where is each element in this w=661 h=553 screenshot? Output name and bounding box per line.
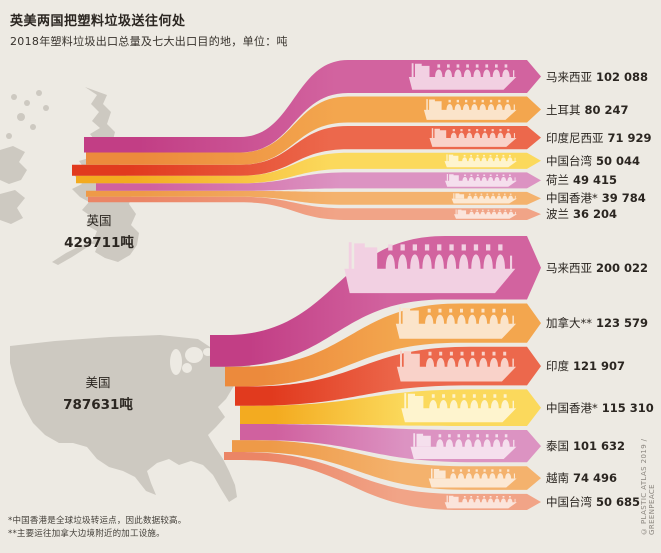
cargo-ship-icon: [444, 154, 517, 168]
ships-美国: [344, 242, 517, 509]
destination-value: 50 685: [596, 495, 641, 509]
destination-name: 印度尼西亚: [546, 130, 604, 145]
destination-value: 115 310: [601, 400, 654, 415]
chart-subtitle: 2018年塑料垃圾出口总量及七大出口目的地，单位：吨: [10, 35, 288, 48]
cargo-ship-icon: [344, 242, 516, 294]
destination-value: 101 632: [573, 439, 626, 454]
flow-美国-中国台湾: [224, 452, 541, 510]
destination-label: 波兰 36 204: [546, 206, 617, 222]
destination-name: 中国香港*: [546, 191, 598, 206]
destination-value: 200 022: [596, 260, 649, 275]
destination-name: 泰国: [546, 439, 569, 454]
destination-name: 荷兰: [546, 173, 569, 188]
flow-英国-波兰: [88, 196, 541, 220]
destination-label: 中国台湾 50 685: [546, 494, 640, 510]
flow-美国-马来西亚: [210, 236, 541, 367]
destination-name: 中国香港*: [546, 400, 598, 415]
destination-name: 波兰: [546, 207, 569, 222]
cargo-ship-icon: [454, 209, 517, 219]
footnotes: *中国香港是全球垃圾转运点，因此数据较高。 **主要运往加拿大边境附近的加工设施…: [8, 515, 186, 541]
destination-label: 中国台湾 50 044: [546, 153, 640, 169]
cargo-ship-icon: [396, 350, 517, 382]
chart-title: 英美两国把塑料垃圾送往何处: [10, 14, 186, 29]
destination-label: 中国香港* 39 784: [546, 190, 646, 206]
destination-label: 马来西亚 102 088: [546, 69, 648, 85]
uk-source-label: 英国 429711吨: [44, 210, 154, 251]
cargo-ship-icon: [428, 468, 517, 488]
flow-英国-中国香港*: [86, 190, 541, 205]
destination-label: 越南 74 496: [546, 470, 617, 486]
destination-name: 马来西亚: [546, 260, 592, 275]
destination-label: 中国香港* 115 310: [546, 400, 654, 416]
destination-label: 印度尼西亚 71 929: [546, 130, 652, 146]
cargo-ship-icon: [444, 495, 517, 509]
destination-name: 马来西亚: [546, 69, 592, 84]
header: 英美两国把塑料垃圾送往何处 2018年塑料垃圾出口总量及七大出口目的地，单位：吨: [10, 10, 288, 49]
flow-英国-中国台湾: [76, 152, 541, 184]
destination-value: 74 496: [573, 471, 618, 486]
destination-name: 越南: [546, 471, 569, 486]
destination-value: 49 415: [573, 173, 618, 188]
destination-name: 印度: [546, 359, 569, 374]
destination-label: 印度 121 907: [546, 358, 625, 374]
footnote-hongkong: *中国香港是全球垃圾转运点，因此数据较高。: [8, 516, 187, 526]
destination-value: 80 247: [584, 102, 629, 117]
uk-name: 英国: [86, 213, 112, 228]
cargo-ship-icon: [445, 174, 517, 187]
ships-英国: [408, 63, 517, 219]
credit-text: © PLASTIC ATLAS 2019 / GREENPEACE: [640, 438, 656, 535]
uk-total: 429711吨: [64, 235, 134, 251]
us-total: 787631吨: [63, 397, 133, 413]
destination-label: 土耳其 80 247: [546, 102, 629, 118]
destination-label: 泰国 101 632: [546, 438, 625, 454]
footnote-canada: **主要运往加拿大边境附近的加工设施。: [8, 529, 165, 539]
destination-value: 102 088: [596, 69, 649, 84]
destination-value: 71 929: [607, 130, 652, 145]
flow-英国-荷兰: [96, 172, 541, 191]
destination-value: 39 784: [601, 191, 646, 206]
destination-label: 荷兰 49 415: [546, 172, 617, 188]
cargo-ship-icon: [451, 193, 517, 204]
destination-value: 50 044: [596, 153, 641, 168]
us-source-label: 美国 787631吨: [43, 372, 153, 413]
destination-label: 马来西亚 200 022: [546, 260, 648, 276]
cargo-ship-icon: [410, 433, 517, 459]
cargo-ship-icon: [408, 63, 517, 90]
destination-name: 土耳其: [546, 102, 581, 117]
cargo-ship-icon: [429, 128, 517, 147]
us-name: 美国: [85, 375, 111, 390]
cargo-ship-icon: [395, 307, 517, 339]
cargo-ship-icon: [401, 393, 517, 423]
flow-英国-印度尼西亚: [72, 126, 541, 176]
destination-name: 中国台湾: [546, 153, 592, 168]
destination-label: 加拿大** 123 579: [546, 315, 648, 331]
destination-value: 36 204: [573, 207, 618, 222]
destination-value: 123 579: [596, 316, 649, 331]
destination-name: 加拿大**: [546, 316, 592, 331]
cargo-ship-icon: [423, 99, 517, 120]
destination-value: 121 907: [573, 359, 626, 374]
destination-name: 中国台湾: [546, 495, 592, 509]
